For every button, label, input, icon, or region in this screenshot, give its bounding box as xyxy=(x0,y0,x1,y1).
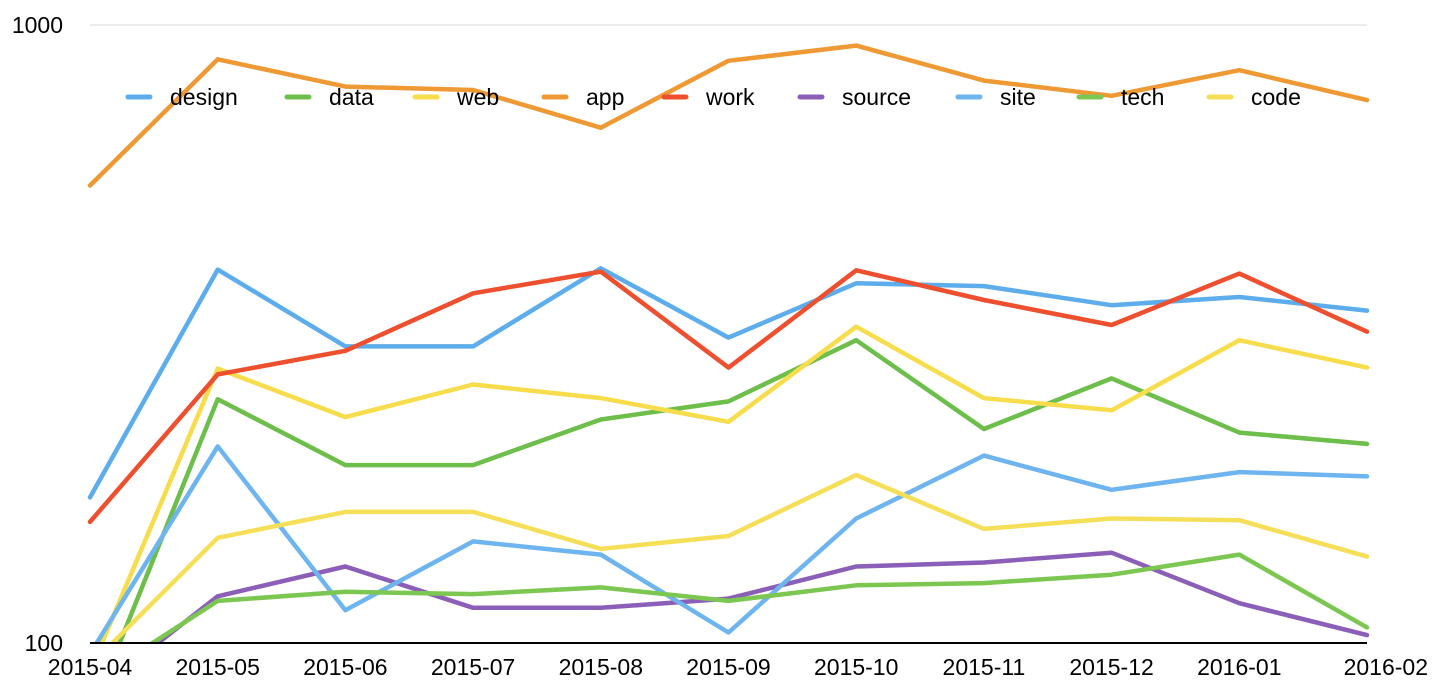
x-tick-label: 2016-01 xyxy=(1197,654,1281,680)
legend-label-web: web xyxy=(456,84,499,110)
legend-label-site: site xyxy=(1000,84,1036,110)
legend-label-source: source xyxy=(842,84,911,110)
x-tick-label: 2015-04 xyxy=(48,654,133,680)
legend-label-app: app xyxy=(586,84,624,110)
legend-label-tech: tech xyxy=(1121,84,1164,110)
series-line-data xyxy=(117,337,1370,642)
legend-label-data: data xyxy=(329,84,374,110)
series-line-app xyxy=(87,43,1370,188)
x-tick-label: 2015-12 xyxy=(1069,654,1153,680)
series-line-code xyxy=(110,472,1370,642)
x-tick-label: 2015-08 xyxy=(559,654,643,680)
legend: design data web app work source site tech code xyxy=(125,84,1301,110)
x-tick-label: 2016-02 xyxy=(1344,654,1428,680)
series-line-design xyxy=(87,266,1370,500)
legend-label-work: work xyxy=(705,84,755,110)
series-line-work xyxy=(87,268,1370,525)
series-lines xyxy=(87,43,1370,642)
legend-label-design: design xyxy=(170,84,238,110)
x-tick-label: 2015-09 xyxy=(686,654,770,680)
x-tick-label: 2015-10 xyxy=(814,654,898,680)
y-tick-label: 1000 xyxy=(12,12,63,38)
x-tick-label: 2015-07 xyxy=(431,654,515,680)
x-tick-label: 2015-05 xyxy=(175,654,259,680)
x-tick-label: 2015-06 xyxy=(303,654,387,680)
y-tick-label: 100 xyxy=(25,630,63,656)
legend-label-code: code xyxy=(1251,84,1301,110)
axes: 100 1000 2015-04 2015-05 2015-06 2015-07 2015-… xyxy=(12,12,1428,680)
series-line-web xyxy=(99,324,1370,642)
x-tick-label: 2015-11 xyxy=(943,654,1026,680)
series-line-site xyxy=(94,444,1370,642)
series-line-tech xyxy=(150,552,1370,642)
